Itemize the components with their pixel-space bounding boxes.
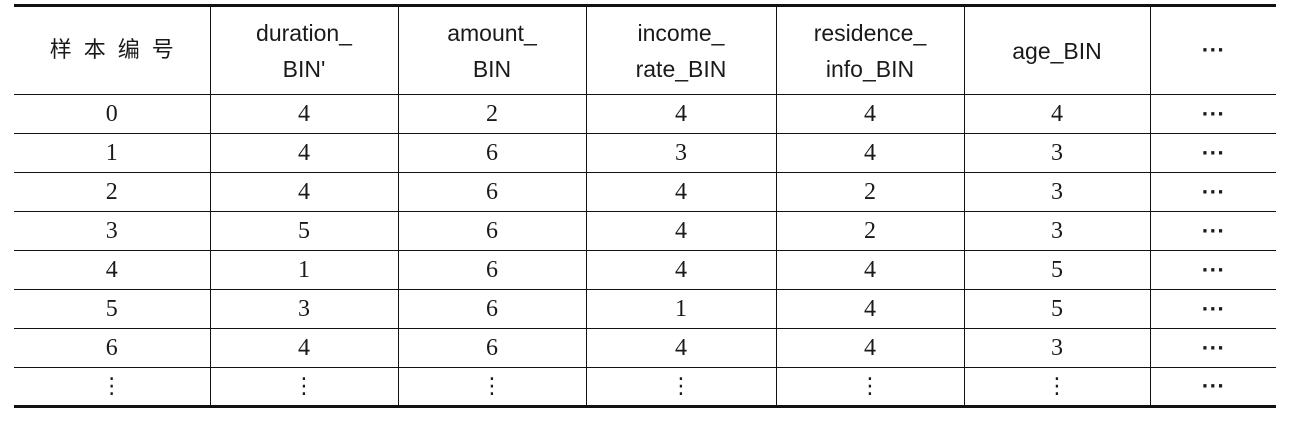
table-cell-vdots: ⋮	[775, 367, 964, 408]
table-cell: 4	[209, 328, 398, 368]
table-row-continuation: ⋮ ⋮ ⋮ ⋮ ⋮ ⋮ ···	[14, 367, 1276, 408]
header-income-rate-bin: income_ rate_BIN	[585, 4, 776, 95]
table-cell: 4	[585, 94, 776, 134]
table-cell: 4	[14, 250, 210, 290]
table-cell: 5	[14, 289, 210, 329]
table-cell: 3	[963, 133, 1150, 173]
table-cell: 4	[209, 133, 398, 173]
table-cell-more: ···	[1149, 289, 1276, 329]
table-cell-more: ···	[1149, 328, 1276, 368]
table-cell-vdots: ⋮	[209, 367, 398, 408]
header-amount-bin-line1: amount_	[447, 19, 537, 46]
table-cell-vdots: ⋮	[397, 367, 586, 408]
table-cell: 2	[775, 211, 964, 251]
table-cell-more: ···	[1149, 211, 1276, 251]
header-residence-info-bin: residence_ info_BIN	[775, 4, 964, 95]
table-cell: 5	[963, 289, 1150, 329]
header-residence-info-bin-line1: residence_	[813, 19, 927, 46]
table-cell: 3	[585, 133, 776, 173]
header-sample-id: 样本编号	[14, 4, 210, 95]
table-cell: 6	[397, 172, 586, 212]
table-cell: 6	[397, 328, 586, 368]
header-more-columns: ···	[1149, 4, 1276, 95]
table-cell: 4	[963, 94, 1150, 134]
table-cell-vdots: ⋮	[14, 367, 210, 408]
table-cell: 4	[775, 133, 964, 173]
table-cell-more: ···	[1149, 94, 1276, 134]
table-cell: 6	[397, 289, 586, 329]
table-cell: 2	[775, 172, 964, 212]
table-cell: 4	[585, 211, 776, 251]
table-cell: 4	[585, 172, 776, 212]
table-cell: 3	[963, 211, 1150, 251]
table-cell: 4	[775, 250, 964, 290]
header-amount-bin-line2: BIN	[472, 55, 512, 82]
table-cell: 4	[585, 328, 776, 368]
table-cell: 6	[397, 133, 586, 173]
table-cell: 0	[14, 94, 210, 134]
header-duration-bin: duration_ BIN'	[209, 4, 398, 95]
table-cell: 6	[14, 328, 210, 368]
table-cell-more: ···	[1149, 172, 1276, 212]
header-age-bin: age_BIN	[963, 4, 1150, 95]
table-cell: 5	[209, 211, 398, 251]
table-row: 2 4 6 4 2 3 ···	[14, 172, 1276, 212]
table-row: 4 1 6 4 4 5 ···	[14, 250, 1276, 290]
data-table: 样本编号 duration_ BIN' amount_ BIN income_ …	[14, 4, 1276, 408]
header-duration-bin-line1: duration_	[256, 19, 352, 46]
table-cell: 2	[397, 94, 586, 134]
header-duration-bin-line2: BIN'	[282, 55, 326, 82]
table-cell: 4	[585, 250, 776, 290]
header-residence-info-bin-line2: info_BIN	[825, 55, 915, 82]
header-amount-bin: amount_ BIN	[397, 4, 586, 95]
table-cell: 6	[397, 250, 586, 290]
table-cell: 2	[14, 172, 210, 212]
table-cell-vdots: ⋮	[963, 367, 1150, 408]
table-cell: 5	[963, 250, 1150, 290]
table-cell: 6	[397, 211, 586, 251]
table-cell: 3	[14, 211, 210, 251]
table-cell: 1	[209, 250, 398, 290]
table-row: 5 3 6 1 4 5 ···	[14, 289, 1276, 329]
table-row: 3 5 6 4 2 3 ···	[14, 211, 1276, 251]
header-sample-id-label: 样本编号	[49, 37, 186, 63]
table-cell: 4	[775, 289, 964, 329]
table-cell-more: ···	[1149, 250, 1276, 290]
table-row: 1 4 6 3 4 3 ···	[14, 133, 1276, 173]
table-cell-more: ···	[1149, 133, 1276, 173]
table-cell: 3	[963, 172, 1150, 212]
table-cell: 4	[775, 94, 964, 134]
table-cell: 1	[585, 289, 776, 329]
table-cell: 1	[14, 133, 210, 173]
table-cell: 3	[963, 328, 1150, 368]
header-more-columns-label: ···	[1201, 39, 1225, 61]
table-cell: 4	[775, 328, 964, 368]
header-income-rate-bin-line1: income_	[637, 19, 725, 46]
table-cell-vdots: ⋮	[585, 367, 776, 408]
table-cell-more: ···	[1149, 367, 1276, 408]
header-age-bin-label: age_BIN	[1012, 37, 1102, 64]
table-row: 6 4 6 4 4 3 ···	[14, 328, 1276, 368]
table-cell: 4	[209, 172, 398, 212]
header-row: 样本编号 duration_ BIN' amount_ BIN income_ …	[14, 4, 1276, 95]
header-income-rate-bin-line2: rate_BIN	[635, 55, 727, 82]
table-cell: 4	[209, 94, 398, 134]
table-cell: 3	[209, 289, 398, 329]
table-row: 0 4 2 4 4 4 ···	[14, 94, 1276, 134]
